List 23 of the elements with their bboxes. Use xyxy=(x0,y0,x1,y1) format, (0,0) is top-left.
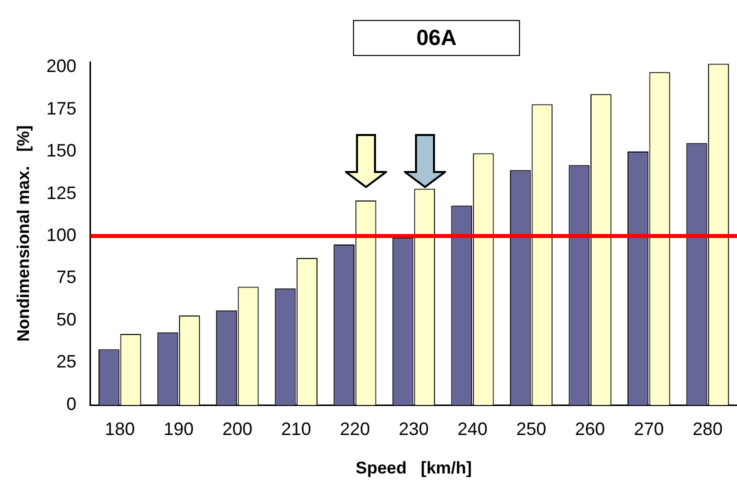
y-tick-label: 75 xyxy=(56,267,76,288)
x-tick-label: 220 xyxy=(340,418,370,439)
x-tick-label: 210 xyxy=(281,418,312,439)
x-tick-label: 230 xyxy=(398,418,429,439)
x-tick-label: 200 xyxy=(222,418,252,439)
y-tick-label: 200 xyxy=(46,56,76,76)
y-tick-label: 125 xyxy=(46,182,76,203)
x-tick-label: 240 xyxy=(457,418,488,439)
x-tick-label: 280 xyxy=(692,418,723,439)
y-tick-label: 0 xyxy=(66,394,76,414)
x-tick-label: 190 xyxy=(164,418,194,439)
y-axis-title: Nondimensional max. [%] xyxy=(14,125,33,342)
y-tick-label: 25 xyxy=(56,352,76,372)
y-tick-label: 175 xyxy=(46,98,76,118)
y-tick-label: 50 xyxy=(56,309,76,330)
y-tick-label: 150 xyxy=(46,140,76,161)
y-tick-label: 100 xyxy=(46,225,76,246)
x-tick-label: 260 xyxy=(575,418,606,439)
x-tick-label: 270 xyxy=(634,418,664,439)
chart-title: 06A xyxy=(353,20,520,56)
x-axis-title: Speed [km/h] xyxy=(356,458,472,478)
x-tick-label: 250 xyxy=(516,418,546,439)
x-tick-label: 180 xyxy=(104,418,135,439)
